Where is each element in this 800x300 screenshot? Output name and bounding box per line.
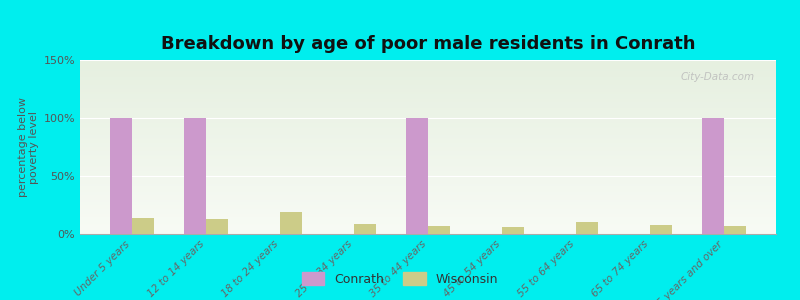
- Bar: [724, 226, 746, 234]
- Bar: [280, 212, 302, 234]
- Bar: [576, 222, 598, 234]
- Bar: [110, 118, 132, 234]
- Title: Breakdown by age of poor male residents in Conrath: Breakdown by age of poor male residents …: [161, 35, 695, 53]
- Bar: [354, 224, 376, 234]
- Bar: [206, 219, 228, 234]
- Text: City-Data.com: City-Data.com: [681, 72, 755, 82]
- Bar: [702, 118, 724, 234]
- Legend: Conrath, Wisconsin: Conrath, Wisconsin: [297, 267, 503, 291]
- Bar: [502, 227, 524, 234]
- Bar: [406, 118, 428, 234]
- Bar: [184, 118, 206, 234]
- Y-axis label: percentage below
poverty level: percentage below poverty level: [18, 97, 39, 197]
- Bar: [650, 225, 672, 234]
- Bar: [132, 218, 154, 234]
- Bar: [428, 226, 450, 234]
